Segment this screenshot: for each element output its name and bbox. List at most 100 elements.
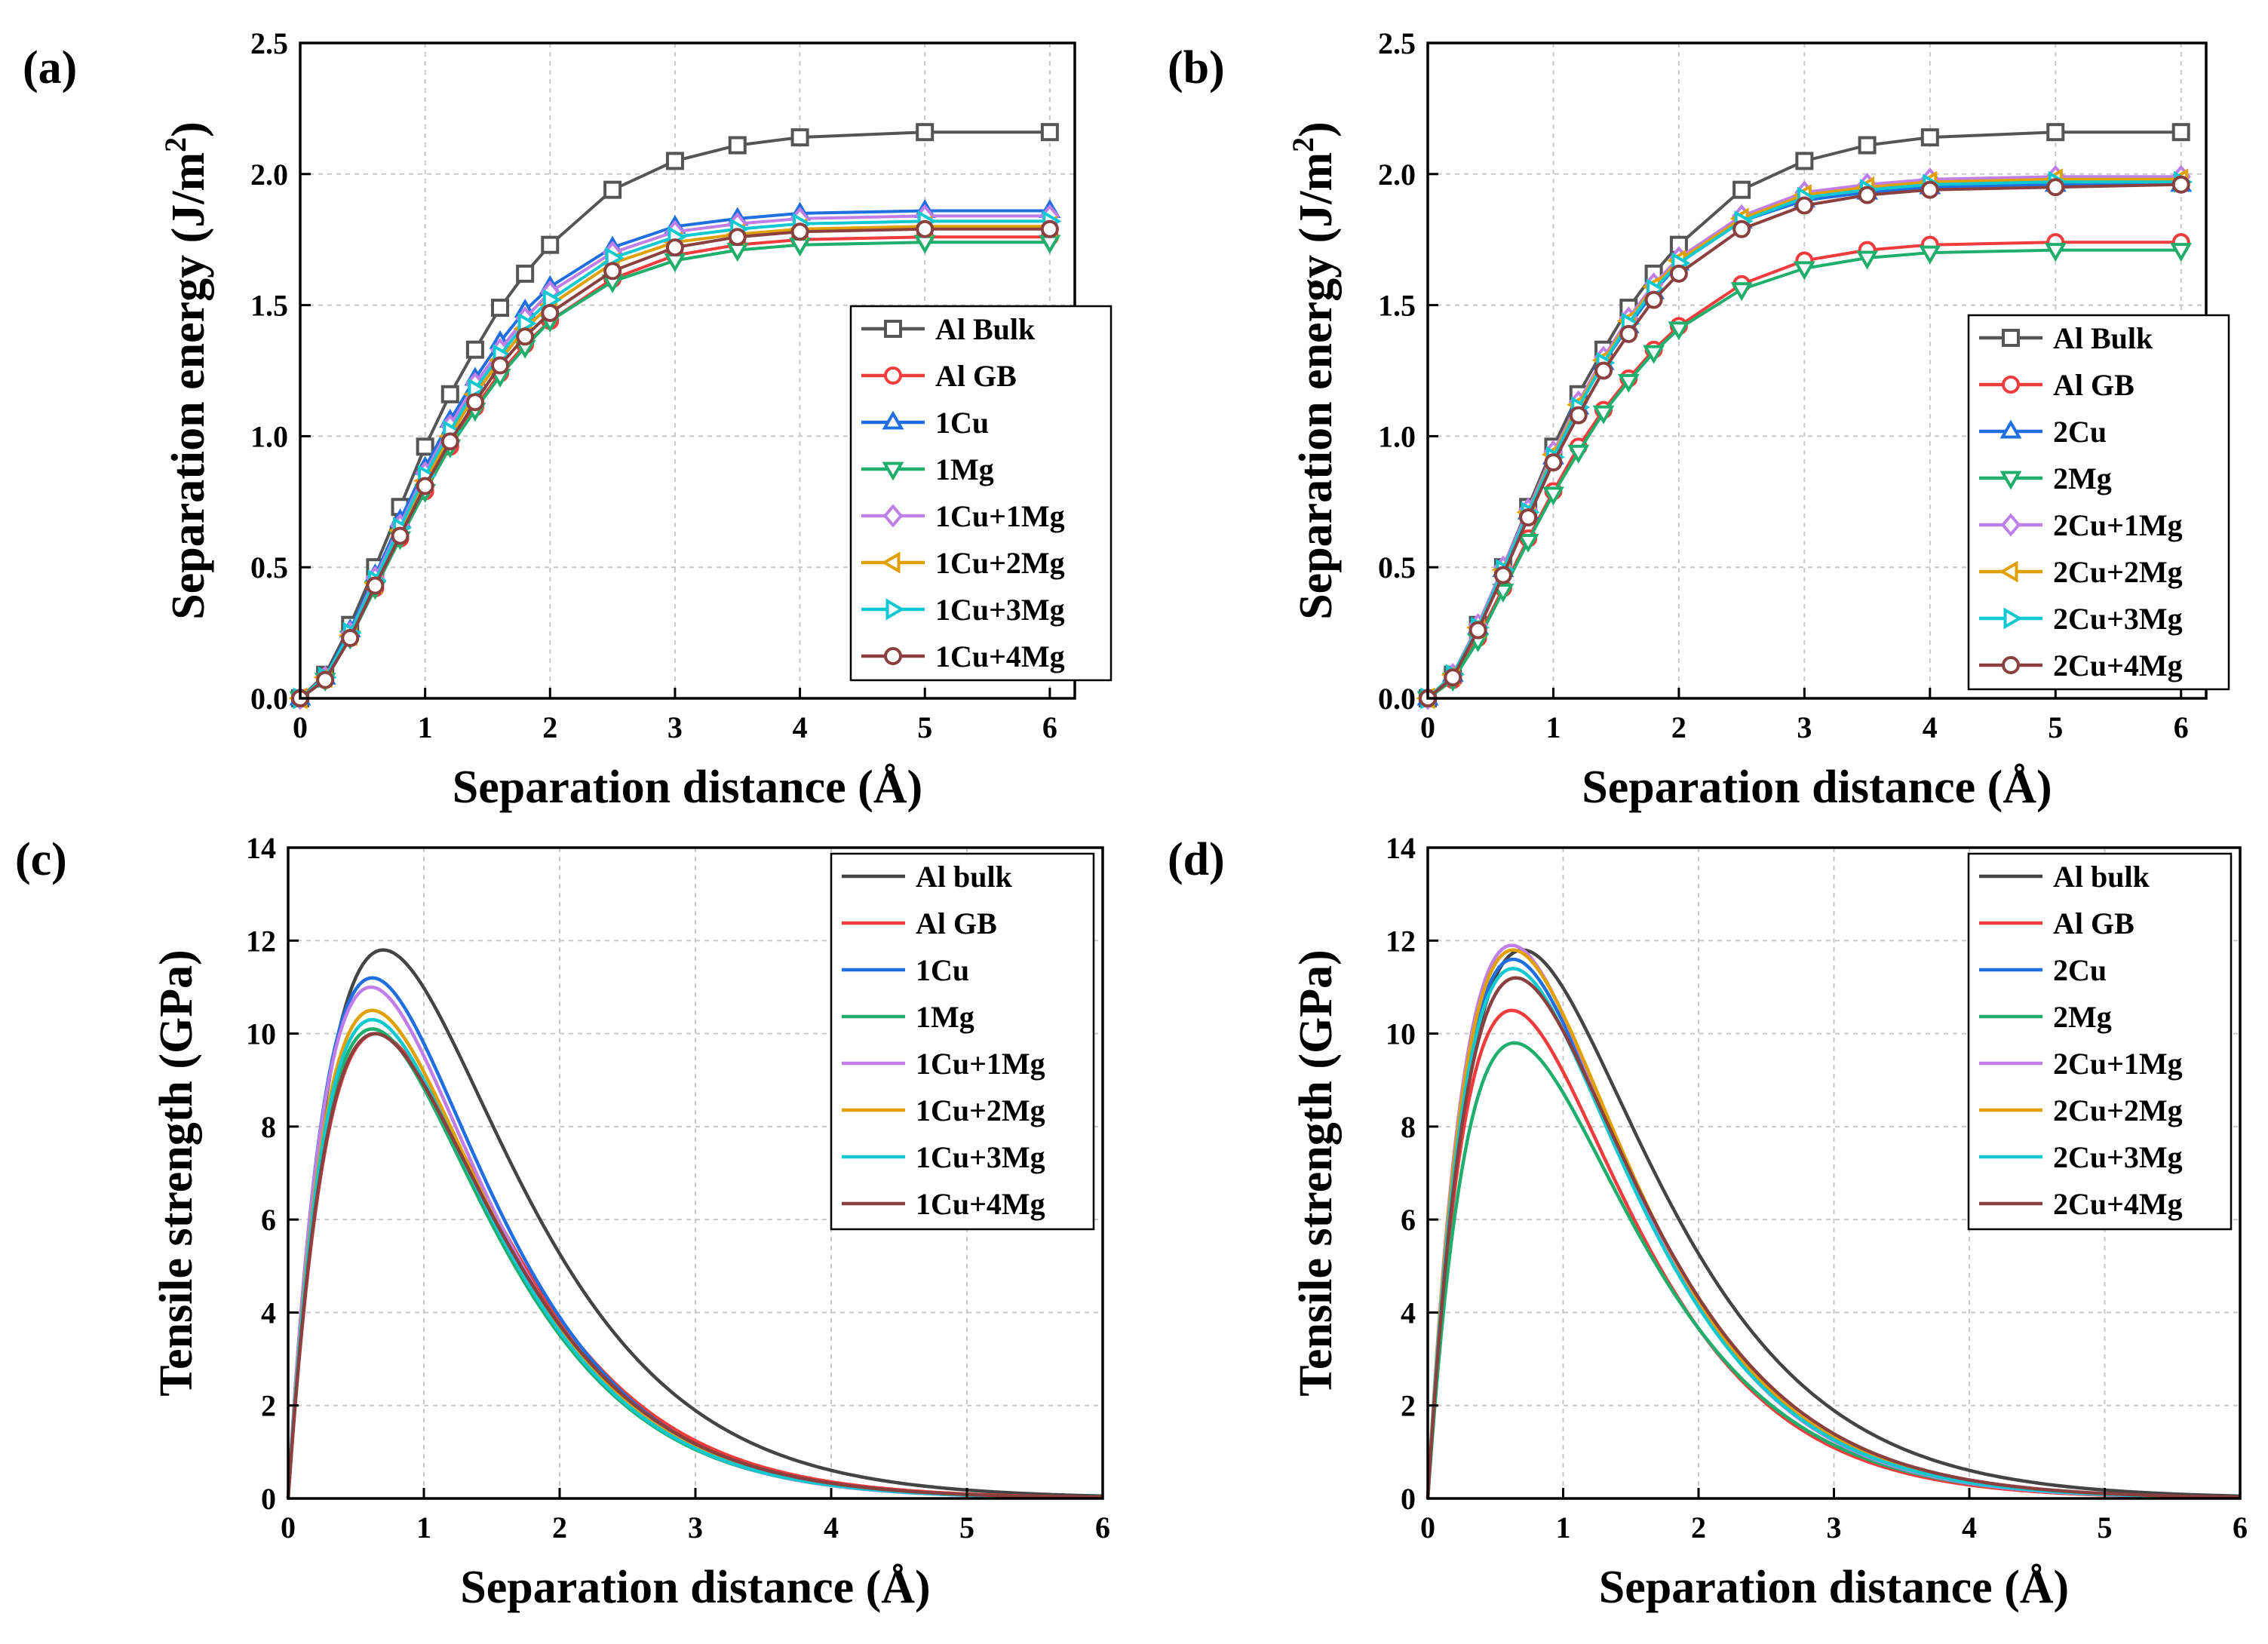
- y-axis-title-end: ): [1291, 121, 1342, 137]
- legend-item-al-bulk: Al Bulk: [861, 312, 1036, 346]
- legend-swatch-marker: [2002, 656, 2020, 674]
- data-point-2cu-4mg: [1669, 264, 1688, 283]
- data-point-2mg: [1643, 345, 1665, 364]
- data-point-2mg: [1730, 282, 1753, 302]
- data-point-al-bulk: [1040, 123, 1059, 142]
- legend-item-1cu: 1Cu: [842, 953, 969, 987]
- y-axis-title-main: Tensile strength (GPa): [151, 949, 202, 1396]
- legend-item-2mg: 2Mg: [1979, 1000, 2112, 1034]
- y-tick-label: 2: [1401, 1389, 1416, 1423]
- legend-swatch-marker: [884, 647, 902, 665]
- series-group: [1416, 123, 2193, 710]
- legend-item-1cu-1mg: 1Cu+1Mg: [842, 1047, 1045, 1081]
- legend-label: 2Cu+3Mg: [2053, 602, 2183, 636]
- legend-item-2cu: 2Cu: [1979, 415, 2107, 449]
- data-point-2cu-4mg: [1444, 668, 1462, 687]
- legend-label: 2Mg: [2053, 462, 2112, 495]
- y-axis-title: Tensile strength (GPa): [151, 949, 202, 1396]
- data-point-1cu-3mg: [468, 378, 487, 400]
- y-axis-title-end: ): [163, 121, 214, 137]
- data-point-2cu-4mg: [1569, 406, 1588, 425]
- data-point-1cu-4mg: [491, 356, 510, 375]
- legend: Al bulk Al GB 1Cu 1Mg 1Cu+1Mg 1Cu+2Mg 1Cu+3Mg 1…: [830, 852, 1095, 1231]
- y-axis-title: Separation energy (J/m2): [158, 121, 214, 620]
- legend-label: 2Mg: [2053, 1000, 2112, 1034]
- legend-label: Al bulk: [2053, 860, 2150, 894]
- data-point-2cu-4mg: [2171, 175, 2190, 194]
- legend-label: 1Cu: [916, 953, 969, 987]
- x-tick-label: 4: [793, 710, 808, 744]
- data-point-1cu-4mg: [603, 262, 622, 281]
- data-point-1cu-4mg: [728, 228, 747, 247]
- y-tick-label: 12: [246, 924, 276, 958]
- data-point-al-bulk: [1920, 128, 1939, 147]
- legend-swatch-marker: [1999, 419, 2022, 439]
- legend-item-al-bulk: Al bulk: [1979, 860, 2150, 894]
- data-point-1mg: [664, 253, 686, 272]
- y-tick-label: 0.0: [250, 682, 288, 716]
- legend-item-2cu-1mg: 2Cu+1Mg: [1979, 1047, 2183, 1081]
- legend-item-1cu-1mg: 1Cu+1Mg: [861, 499, 1065, 533]
- x-axis-title: Separation distance (Å): [1599, 1562, 2069, 1613]
- data-point-2mg: [1793, 261, 1815, 281]
- data-point-al-bulk: [1858, 136, 1877, 155]
- y-axis-title: Tensile strength (GPa): [1291, 949, 1342, 1396]
- legend-swatch-marker: [2002, 376, 2020, 394]
- y-tick-label: 0: [261, 1482, 276, 1516]
- x-tick-label: 4: [1962, 1511, 1977, 1544]
- legend-box: [1967, 852, 2233, 1231]
- legend-label: 2Cu+4Mg: [2053, 1187, 2183, 1221]
- legend-label: 1Cu: [935, 406, 989, 440]
- x-tick-label: 0: [293, 710, 308, 744]
- panel-label: (a): [23, 42, 77, 94]
- x-tick-label: 2: [1691, 1511, 1706, 1544]
- legend-label: 1Cu+1Mg: [935, 499, 1065, 533]
- y-axis-title-main: Separation energy (J/m: [163, 152, 214, 620]
- data-point-1cu-4mg: [790, 222, 809, 241]
- x-tick-label: 3: [1827, 1511, 1842, 1544]
- data-point-2mg: [1517, 533, 1539, 553]
- legend-swatch-marker: [885, 598, 905, 621]
- x-tick-label: 5: [959, 1511, 974, 1544]
- data-point-2mg: [1919, 245, 1941, 265]
- data-point-2cu-4mg: [1544, 453, 1563, 472]
- data-point-al-bulk: [916, 123, 935, 142]
- legend-item-2mg: 2Mg: [1979, 462, 2112, 495]
- data-point-2mg: [1542, 486, 1564, 506]
- legend: Al Bulk Al GB 2Cu 2Mg 2Cu+1Mg 2Cu+2Mg 2Cu+3Mg 2…: [1967, 314, 2230, 691]
- legend-item-al-gb: Al GB: [861, 359, 1017, 393]
- y-tick-label: 2.5: [1378, 26, 1416, 60]
- x-tick-label: 3: [688, 1511, 703, 1544]
- y-axis-title-main: Tensile strength (GPa): [1291, 949, 1342, 1396]
- data-point-al-bulk: [665, 152, 684, 170]
- y-tick-label: 1.0: [1378, 419, 1416, 453]
- legend-item-al-gb: Al GB: [1979, 906, 2134, 940]
- data-point-1cu-3mg: [517, 312, 537, 335]
- x-tick-label: 3: [1797, 710, 1812, 744]
- panel-label: (b): [1168, 42, 1225, 94]
- legend-item-2cu-2mg: 2Cu+2Mg: [1979, 555, 2183, 589]
- legend-item-1cu-2mg: 1Cu+2Mg: [861, 546, 1065, 580]
- x-axis-title: Separation distance (Å): [453, 762, 922, 813]
- y-tick-label: 2.0: [250, 158, 288, 192]
- y-axis-title-main: Separation energy (J/m: [1291, 152, 1342, 620]
- data-point-al-bulk: [491, 299, 510, 317]
- legend-label: 1Cu+2Mg: [935, 546, 1065, 580]
- legend-swatch-marker: [2003, 607, 2023, 630]
- data-point-al-bulk: [541, 235, 560, 254]
- legend-item-2cu-1mg: 2Cu+1Mg: [1979, 508, 2183, 542]
- y-tick-label: 4: [261, 1296, 276, 1330]
- y-tick-label: 1.0: [250, 419, 288, 453]
- data-point-1mg: [1039, 235, 1061, 254]
- legend-item-1cu-4mg: 1Cu+4Mg: [861, 640, 1065, 673]
- panel-label: (d): [1168, 834, 1225, 885]
- x-tick-label: 5: [2098, 1511, 2113, 1544]
- y-tick-label: 0: [1401, 1482, 1416, 1516]
- legend-item-1cu-3mg: 1Cu+3Mg: [842, 1140, 1045, 1174]
- data-point-1cu-4mg: [916, 219, 935, 238]
- y-tick-label: 6: [261, 1203, 276, 1237]
- data-point-2cu-4mg: [1644, 290, 1663, 309]
- data-point-2cu-4mg: [1519, 508, 1538, 527]
